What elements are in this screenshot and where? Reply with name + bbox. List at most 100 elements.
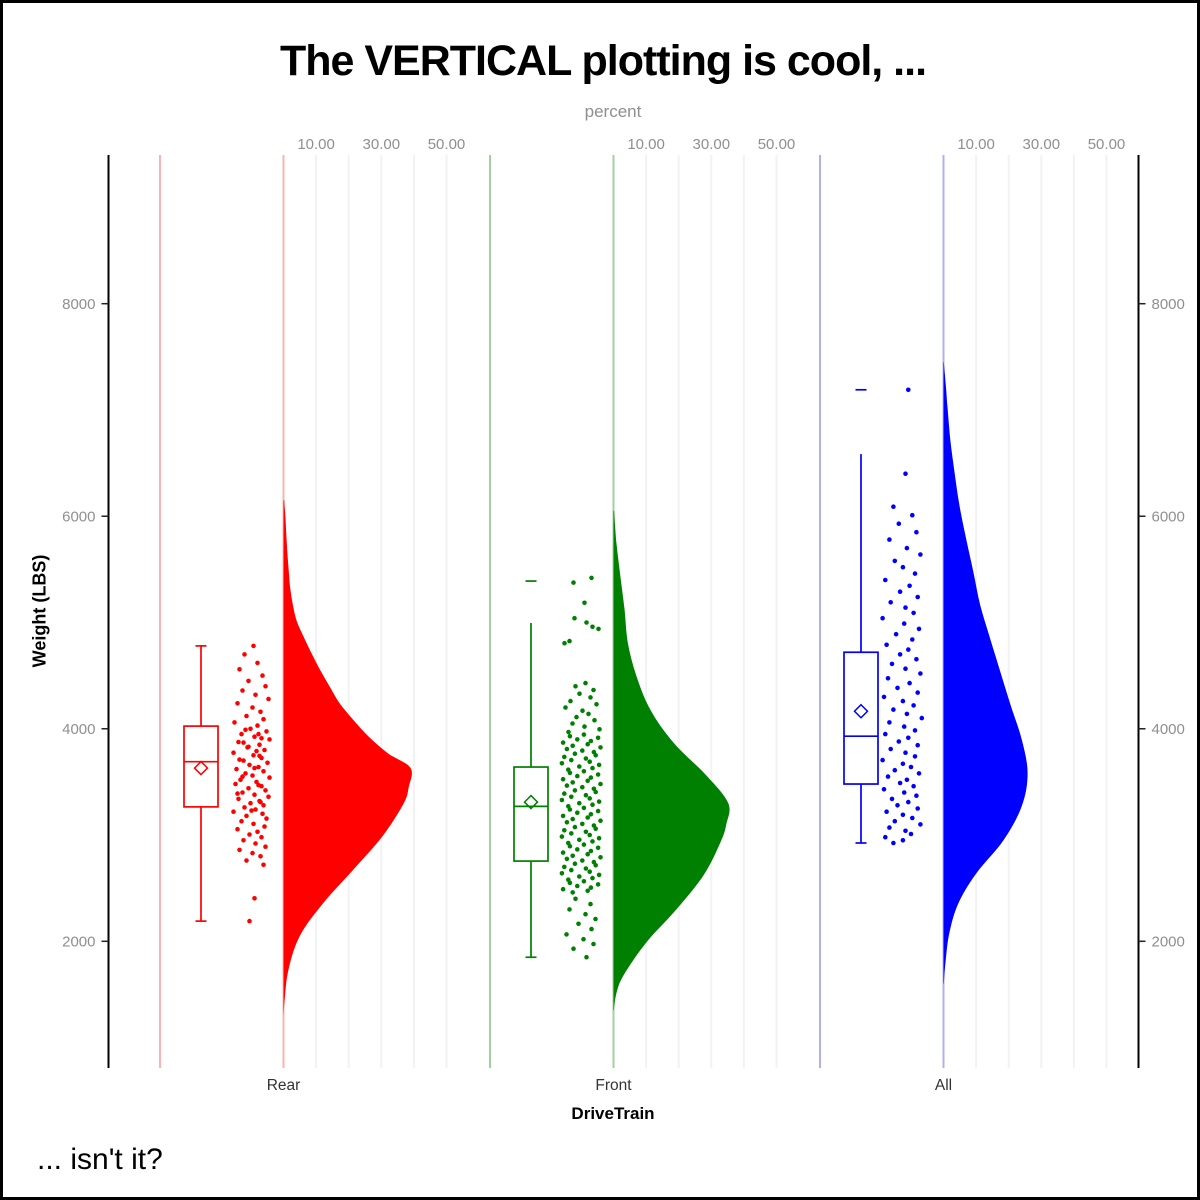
data-point-front xyxy=(559,871,565,876)
data-point-front xyxy=(585,778,590,784)
data-point-rear xyxy=(235,701,240,706)
data-point-front xyxy=(573,896,578,902)
data-point-rear xyxy=(248,800,253,806)
mean-diamond-front xyxy=(523,794,539,810)
data-point-front xyxy=(593,826,598,831)
data-point-all xyxy=(901,790,907,795)
data-point-front xyxy=(576,921,581,927)
data-point-rear xyxy=(237,847,242,853)
data-point-rear xyxy=(258,709,263,715)
data-point-front xyxy=(588,775,594,780)
data-point-front xyxy=(580,784,585,790)
data-point-front xyxy=(593,916,598,922)
data-point-rear xyxy=(233,781,238,787)
data-point-rear xyxy=(246,744,251,750)
box-rear xyxy=(183,725,219,808)
data-point-all xyxy=(914,793,919,798)
data-point-rear xyxy=(252,734,257,739)
data-point-all xyxy=(887,537,892,542)
data-point-front xyxy=(585,741,590,747)
data-point-all xyxy=(887,720,892,725)
mean-diamond-all xyxy=(853,703,869,719)
data-point-rear xyxy=(267,737,272,742)
data-point-front xyxy=(593,753,598,758)
data-point-rear xyxy=(259,834,264,840)
data-point-front xyxy=(596,762,602,768)
data-point-front xyxy=(571,946,576,951)
data-point-rear xyxy=(251,753,256,758)
data-point-front xyxy=(581,805,587,811)
data-point-front xyxy=(598,745,603,750)
data-point-front xyxy=(596,835,602,841)
data-point-rear xyxy=(262,824,267,829)
data-point-rear xyxy=(244,858,249,863)
data-point-rear xyxy=(244,813,249,819)
data-point-front xyxy=(567,770,573,776)
data-point-front xyxy=(588,848,594,854)
data-point-front xyxy=(569,757,574,763)
data-point-all xyxy=(914,529,919,535)
data-point-all xyxy=(903,828,908,834)
data-point-front xyxy=(562,640,567,646)
data-point-front xyxy=(572,788,578,793)
violin-all xyxy=(943,362,1028,984)
data-point-rear xyxy=(250,773,255,778)
data-point-all xyxy=(895,685,900,691)
data-point-front xyxy=(581,732,587,737)
data-point-rear xyxy=(235,791,240,796)
data-point-rear xyxy=(261,769,266,774)
data-point-front xyxy=(569,794,574,800)
data-point-rear xyxy=(262,747,267,753)
data-point-rear xyxy=(235,826,240,832)
data-point-all xyxy=(897,780,903,786)
data-point-front xyxy=(567,880,573,886)
percent-tick-label-front: 10.00 xyxy=(627,136,665,153)
data-point-all xyxy=(891,707,896,712)
data-point-front xyxy=(597,727,602,732)
percent-tick-label-all: 30.00 xyxy=(1023,136,1061,153)
data-point-front xyxy=(580,708,585,713)
data-point-front xyxy=(575,810,580,815)
data-point-all xyxy=(903,750,908,755)
data-point-rear xyxy=(242,805,247,810)
data-point-front xyxy=(585,851,590,857)
data-point-all xyxy=(881,694,887,700)
data-point-all xyxy=(906,799,911,805)
data-point-all xyxy=(915,806,920,811)
data-point-rear xyxy=(240,688,245,693)
data-point-front xyxy=(570,780,575,785)
data-point-all xyxy=(887,825,892,830)
data-point-front xyxy=(580,821,585,827)
data-point-front xyxy=(588,695,593,700)
data-point-all xyxy=(910,512,915,518)
data-point-rear xyxy=(263,684,268,689)
data-point-front xyxy=(567,807,573,812)
footnote: ... isn't it? xyxy=(37,1143,163,1176)
data-point-all xyxy=(880,757,885,763)
data-point-front xyxy=(572,615,577,621)
data-point-front xyxy=(585,888,590,894)
data-point-all xyxy=(896,739,902,744)
data-point-all xyxy=(904,777,910,783)
data-point-front xyxy=(595,808,601,814)
data-point-rear xyxy=(240,774,245,779)
data-point-front xyxy=(568,698,573,704)
data-point-rear xyxy=(267,775,272,780)
data-point-front xyxy=(593,789,598,795)
data-point-rear xyxy=(263,844,268,849)
data-point-rear xyxy=(251,643,256,649)
data-point-all xyxy=(893,631,899,637)
data-point-front xyxy=(560,740,566,745)
data-point-front xyxy=(580,858,585,863)
data-point-front xyxy=(570,853,575,859)
percent-tick-label-all: 50.00 xyxy=(1088,136,1126,153)
data-point-front xyxy=(587,832,592,838)
data-point-front xyxy=(595,772,601,777)
data-point-all xyxy=(892,818,898,824)
data-point-all xyxy=(900,564,906,570)
data-point-front xyxy=(582,600,587,606)
data-point-front xyxy=(591,687,596,693)
data-point-all xyxy=(916,626,922,632)
data-point-front xyxy=(584,954,589,960)
data-point-front xyxy=(577,764,582,769)
